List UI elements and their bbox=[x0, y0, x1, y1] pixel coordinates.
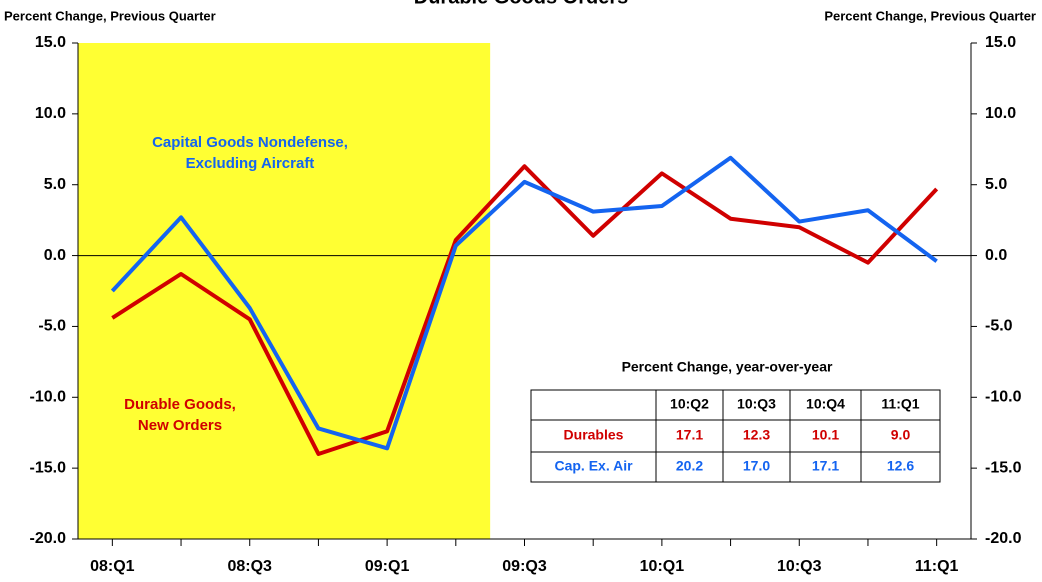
y-tick-label: -15.0 bbox=[30, 459, 67, 476]
table-header: 11:Q1 bbox=[881, 396, 919, 412]
x-tick-label: 10:Q1 bbox=[640, 558, 685, 575]
table-cell: 17.0 bbox=[743, 458, 770, 474]
table-border bbox=[530, 389, 941, 483]
y2-axis-label: Percent Change, Previous Quarter bbox=[824, 8, 1036, 23]
series-label: Durable Goods, bbox=[124, 396, 236, 413]
table-cell: 10.1 bbox=[812, 427, 839, 443]
chart-title: Durable Goods Orders bbox=[414, 0, 629, 8]
table-cell: 12.6 bbox=[887, 458, 914, 474]
y-tick-label: 5.0 bbox=[44, 176, 66, 193]
table-title: Percent Change, year-over-year bbox=[622, 359, 833, 375]
table-header: 10:Q2 bbox=[670, 396, 709, 412]
series-line bbox=[110, 155, 938, 451]
y2-tick-label: 10.0 bbox=[985, 105, 1016, 122]
shaded-period bbox=[78, 43, 491, 539]
x-tick-label: 08:Q3 bbox=[227, 558, 272, 575]
table-cell: 17.1 bbox=[676, 427, 703, 443]
series-label: Excluding Aircraft bbox=[186, 155, 315, 172]
x-tick-label: 10:Q3 bbox=[777, 558, 822, 575]
y-tick-label: 10.0 bbox=[35, 105, 66, 122]
table-row-label: Durables bbox=[564, 427, 624, 443]
x-tick-label: 09:Q1 bbox=[365, 558, 410, 575]
table-header: 10:Q4 bbox=[806, 396, 845, 412]
x-tick-label: 11:Q1 bbox=[915, 558, 959, 575]
x-tick-label: 08:Q1 bbox=[90, 558, 135, 575]
series-label: Capital Goods Nondefense, bbox=[152, 134, 348, 151]
y2-tick-label: 5.0 bbox=[985, 176, 1007, 193]
table-cell: 9.0 bbox=[891, 427, 911, 443]
table-cell: 20.2 bbox=[676, 458, 703, 474]
table-cell: 17.1 bbox=[812, 458, 839, 474]
y-tick-label: -20.0 bbox=[30, 530, 67, 547]
series-label: New Orders bbox=[138, 417, 222, 434]
table-header: 10:Q3 bbox=[737, 396, 776, 412]
y-tick-label: -10.0 bbox=[30, 389, 67, 406]
x-tick-label: 09:Q3 bbox=[502, 558, 547, 575]
table-row-label: Cap. Ex. Air bbox=[554, 458, 633, 474]
y-tick-label: 15.0 bbox=[35, 34, 66, 51]
y2-tick-label: -5.0 bbox=[985, 318, 1013, 335]
y2-tick-label: -10.0 bbox=[985, 389, 1022, 406]
y-tick-label: 0.0 bbox=[44, 247, 66, 264]
y2-tick-label: -15.0 bbox=[985, 459, 1022, 476]
y2-tick-label: -20.0 bbox=[985, 530, 1022, 547]
y2-tick-label: 0.0 bbox=[985, 247, 1007, 264]
y-axis-label: Percent Change, Previous Quarter bbox=[4, 8, 216, 23]
series-line bbox=[111, 164, 939, 456]
y-tick-label: -5.0 bbox=[38, 318, 66, 335]
y2-tick-label: 15.0 bbox=[985, 34, 1016, 51]
table-cell: 12.3 bbox=[743, 427, 770, 443]
